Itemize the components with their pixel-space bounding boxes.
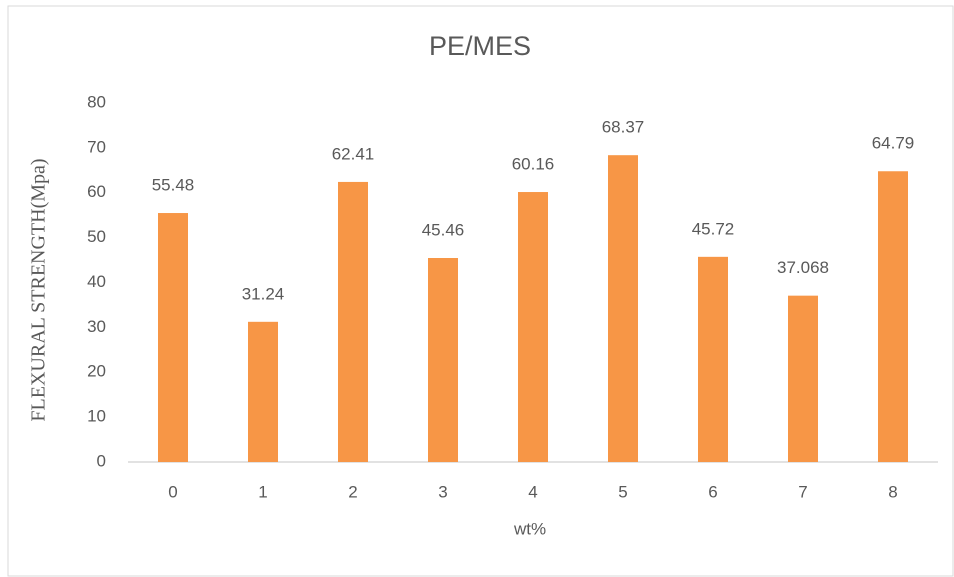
data-label: 60.16: [512, 155, 555, 174]
x-tick-label: 8: [888, 482, 897, 501]
data-label: 64.79: [872, 134, 915, 153]
chart-title: PE/MES: [429, 31, 531, 61]
x-tick-label: 4: [528, 482, 537, 501]
data-label: 55.48: [152, 176, 195, 195]
data-label: 62.41: [332, 144, 375, 163]
y-tick-label: 30: [87, 317, 106, 336]
x-tick-label: 7: [798, 482, 807, 501]
data-label: 31.24: [242, 284, 285, 303]
y-tick-label: 0: [97, 451, 106, 470]
y-tick-label: 20: [87, 362, 106, 381]
bar: [698, 256, 728, 462]
bar: [158, 213, 188, 462]
x-axis-label: wt%: [513, 519, 546, 538]
bar: [878, 171, 908, 462]
bar: [518, 192, 548, 463]
data-label: 37.068: [777, 258, 829, 277]
bar: [338, 181, 368, 462]
data-label: 45.72: [692, 219, 735, 238]
y-tick-label: 80: [87, 92, 106, 111]
bar: [248, 321, 278, 462]
y-tick-label: 70: [87, 137, 106, 156]
bar: [428, 257, 458, 462]
y-tick-label: 60: [87, 182, 106, 201]
chart-border: [7, 5, 954, 577]
x-tick-label: 5: [618, 482, 627, 501]
x-tick-label: 3: [438, 482, 447, 501]
x-tick-label: 1: [258, 482, 267, 501]
data-label: 68.37: [602, 118, 645, 137]
y-tick-label: 40: [87, 272, 106, 291]
bar: [608, 155, 638, 462]
x-tick-label: 0: [168, 482, 177, 501]
data-label: 45.46: [422, 220, 465, 239]
x-tick-label: 6: [708, 482, 717, 501]
bar: [788, 295, 818, 462]
y-tick-label: 10: [87, 407, 106, 426]
x-tick-label: 2: [348, 482, 357, 501]
y-axis-label: FLEXURAL STRENGTH(Mpa): [28, 158, 50, 421]
y-tick-label: 50: [87, 227, 106, 246]
